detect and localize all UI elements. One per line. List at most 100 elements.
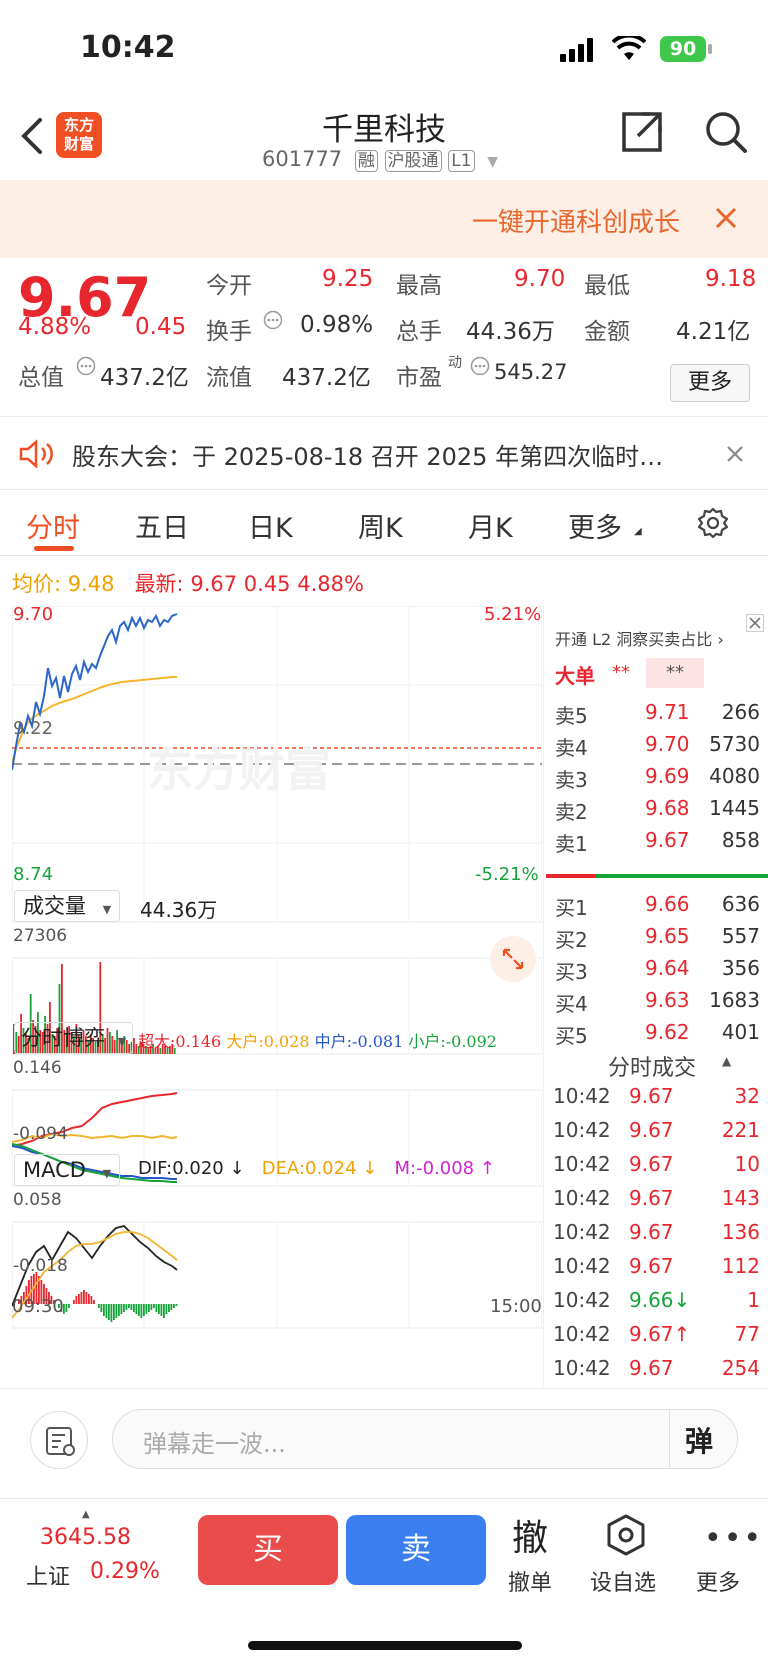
macd-bar [173,1304,175,1308]
ask-label: 卖5 [555,704,588,728]
volume-selector[interactable]: 成交量 ▼ [14,890,121,922]
price-summary: 均价: 9.48 最新: 9.67 0.45 4.88% [12,568,364,598]
volume-bar [15,1032,18,1054]
tick-volume: 254 [721,1356,760,1380]
volume-bar [58,984,61,1054]
volume-bar [116,1030,118,1054]
ask-row[interactable]: 卖3 9.69 4080 [555,764,760,796]
volume-total: 44.36万 [140,898,218,922]
bid-row[interactable]: 买5 9.62 401 [555,1020,760,1052]
more-dots-icon[interactable]: ••• [704,1521,764,1556]
bid-volume: 557 [721,924,760,948]
more-button[interactable]: 更多 [670,364,750,402]
cancel-order-button[interactable]: 撤单 [508,1571,553,1596]
back-icon[interactable] [18,116,44,156]
notes-icon[interactable] [30,1411,88,1469]
tab-daily-k[interactable]: 日K [248,513,293,544]
index-name[interactable]: 上证 [26,1565,71,1590]
macd-bar [18,1300,20,1304]
gear-icon[interactable] [696,506,730,540]
notice-bar[interactable]: 股东大会：于 2025-08-18 召开 2025 年第四次临时… [0,416,768,490]
info-icon[interactable] [263,310,283,330]
tab-more[interactable]: 更多 [568,513,622,544]
bid-volume: 401 [721,1020,760,1044]
macd-bar [25,1286,28,1304]
ask-row[interactable]: 卖4 9.70 5730 [555,732,760,764]
dea-line [12,1231,178,1319]
close-icon[interactable] [746,614,764,632]
low-value: 9.18 [705,266,757,292]
dropdown-icon[interactable]: ▼ [487,154,498,170]
search-icon[interactable] [704,110,748,154]
volume-bar [56,1028,58,1054]
tick-price: 9.67 [629,1254,674,1278]
price-chart[interactable]: 东方财富 [12,606,542,1372]
home-indicator [248,1641,522,1650]
ask-price: 9.71 [645,700,690,724]
battery-level: 90 [669,38,697,60]
macd-bar [153,1304,155,1308]
volume-bar [70,1032,73,1054]
status-bar: 10:42 90 [0,0,768,100]
macd-bar [68,1304,70,1308]
volume-bar [49,1002,51,1054]
close-icon[interactable] [714,206,738,230]
big-order-v2: ** [646,658,704,688]
volume-bar [13,1024,15,1054]
l2-promo[interactable]: 开通 L2 洞察买卖占比 › [555,630,724,649]
dif-line [12,1225,178,1307]
watchlist-icon[interactable] [604,1513,648,1557]
m-text: M:-0.008 ↑ [394,1158,495,1179]
volume-bar [29,994,32,1054]
ask-row[interactable]: 卖5 9.71 266 [555,700,760,732]
add-watchlist-button[interactable]: 设自选 [590,1571,657,1596]
game-label: 分时博弈 [21,1026,105,1050]
tab-weekly-k[interactable]: 周K [358,513,403,544]
tick-price: 9.67 [629,1186,674,1210]
macd-bar [80,1292,83,1304]
collapse-icon[interactable]: ▲ [722,1054,732,1068]
volume-bar [159,1048,162,1054]
notice-text[interactable]: 股东大会：于 2025-08-18 召开 2025 年第四次临时… [72,443,664,471]
game-selector[interactable]: 分时博弈 ▼ [14,1022,134,1054]
info-icon[interactable] [470,356,490,376]
game-max-label: 0.146 [13,1058,62,1078]
y-max-label: 9.70 [13,604,54,625]
bid-row[interactable]: 买4 9.63 1683 [555,988,760,1020]
macd-bar [20,1296,23,1304]
close-icon[interactable] [726,445,744,463]
bid-row[interactable]: 买3 9.64 356 [555,956,760,988]
volume-bar [111,1036,114,1054]
more-caret-icon: ◢ [634,526,642,537]
ask-row[interactable]: 卖2 9.68 1445 [555,796,760,828]
share-icon[interactable] [620,110,664,154]
cancel-icon[interactable]: 撤 [512,1518,549,1559]
danmu-toggle-button[interactable]: 弹 [685,1425,714,1458]
bid-row[interactable]: 买1 9.66 636 [555,892,760,924]
expand-icon[interactable] [490,936,536,982]
bid-row[interactable]: 买2 9.65 557 [555,924,760,956]
price-line [12,613,178,771]
sell-button[interactable]: 卖 [346,1515,486,1585]
promo-banner[interactable]: 一键开通科创成长 [0,180,768,258]
info-icon[interactable] [76,356,96,376]
bid-label: 买1 [555,896,588,920]
volume-bar [135,1044,138,1054]
promo-text[interactable]: 一键开通科创成长 [471,208,680,238]
more-menu-button[interactable]: 更多 [696,1571,741,1596]
buy-button[interactable]: 买 [198,1515,338,1585]
danmu-input[interactable]: 弹幕走一波... 弹 [112,1409,738,1469]
ask-row[interactable]: 卖1 9.67 858 [555,828,760,860]
volume-bar [173,1048,176,1054]
macd-bar [110,1304,113,1322]
index-pct[interactable]: 0.29% [90,1559,160,1584]
macd-bar [33,1274,35,1304]
macd-selector[interactable]: MACD ▼ [14,1154,121,1186]
tab-monthly-k[interactable]: 月K [468,513,513,544]
index-value[interactable]: 3645.58 [40,1525,131,1550]
low-label: 最低 [584,273,630,299]
tab-five-day[interactable]: 五日 [135,513,189,544]
float-value: 437.2亿 [282,365,371,391]
bid-price: 9.66 [645,892,690,916]
tab-intraday[interactable]: 分时 [26,513,80,544]
